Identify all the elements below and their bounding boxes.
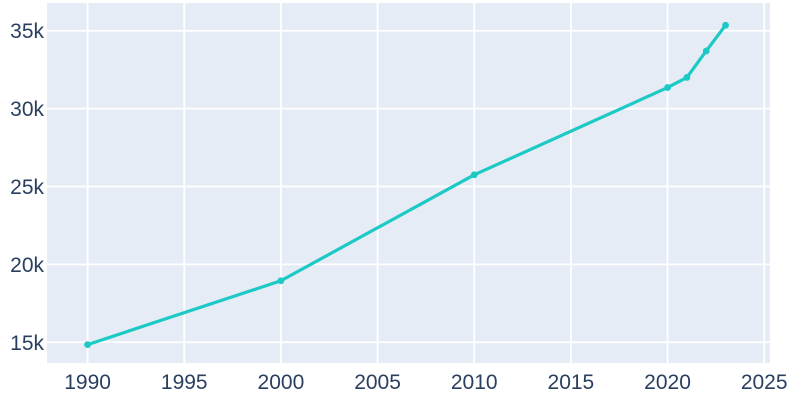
x-axis-tick-label: 2025 [741,371,788,394]
x-axis-tick-label: 2010 [451,371,498,394]
x-axis-tick-label: 1995 [161,371,208,394]
plot-area[interactable] [47,3,770,363]
data-point-marker[interactable] [722,21,729,29]
y-axis-tick-label: 30k [10,98,44,121]
data-point-marker[interactable] [664,84,671,91]
data-point-marker[interactable] [277,277,285,285]
gridlines [47,3,770,363]
y-axis-tick-label: 15k [10,332,44,355]
data-point-marker[interactable] [683,74,691,81]
x-axis-tick-label: 2005 [354,371,401,394]
data-point-marker[interactable] [702,47,710,55]
y-axis-tick-label: 25k [10,176,44,199]
x-axis-tick-labels: 1990 1995 2000 2005 2010 2015 2020 2025 [64,371,787,394]
x-axis-tick-label: 2015 [548,371,595,394]
data-point-marker[interactable] [84,341,91,349]
x-axis-tick-label: 2000 [258,371,305,394]
data-point-marker[interactable] [470,171,478,179]
y-axis-tick-label: 35k [10,20,44,43]
y-axis-tick-labels: 15k 20k 25k 30k 35k [10,20,44,355]
data-series [84,21,729,349]
x-axis-tick-label: 2020 [644,371,691,394]
y-axis-tick-label: 20k [10,254,44,277]
x-axis-tick-label: 1990 [64,371,111,394]
